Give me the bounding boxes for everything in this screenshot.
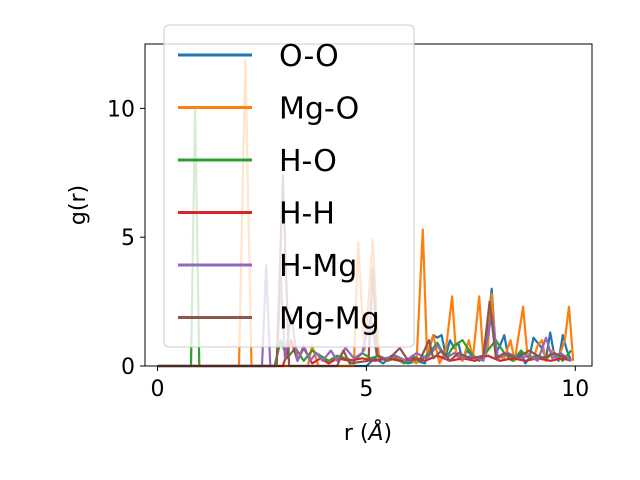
series-line-mg-mg	[157, 174, 568, 368]
legend-label-mg-mg: Mg-Mg	[279, 302, 380, 337]
legend-label-mg-o: Mg-O	[279, 92, 359, 127]
y-tick-label: 0	[121, 355, 135, 380]
x-tick-label: 10	[561, 377, 589, 402]
legend-label-h-h: H-H	[279, 197, 335, 232]
x-tick-label: 0	[151, 377, 165, 402]
legend-label-h-o: H-O	[279, 144, 337, 179]
legend: O-O Mg-O H-O H-H H-Mg Mg-Mg	[163, 24, 415, 348]
y-tick-label: 5	[121, 226, 135, 251]
y-axis-label: g(r)	[66, 185, 91, 225]
legend-label-o-o: O-O	[279, 39, 339, 74]
x-tick-label: 5	[359, 377, 373, 402]
x-axis-label: r (Å)	[344, 419, 392, 446]
ticks-layer: 0 5 10 0 5 10	[107, 97, 589, 402]
y-tick-label: 10	[107, 97, 135, 122]
legend-label-h-mg: H-Mg	[279, 249, 357, 284]
